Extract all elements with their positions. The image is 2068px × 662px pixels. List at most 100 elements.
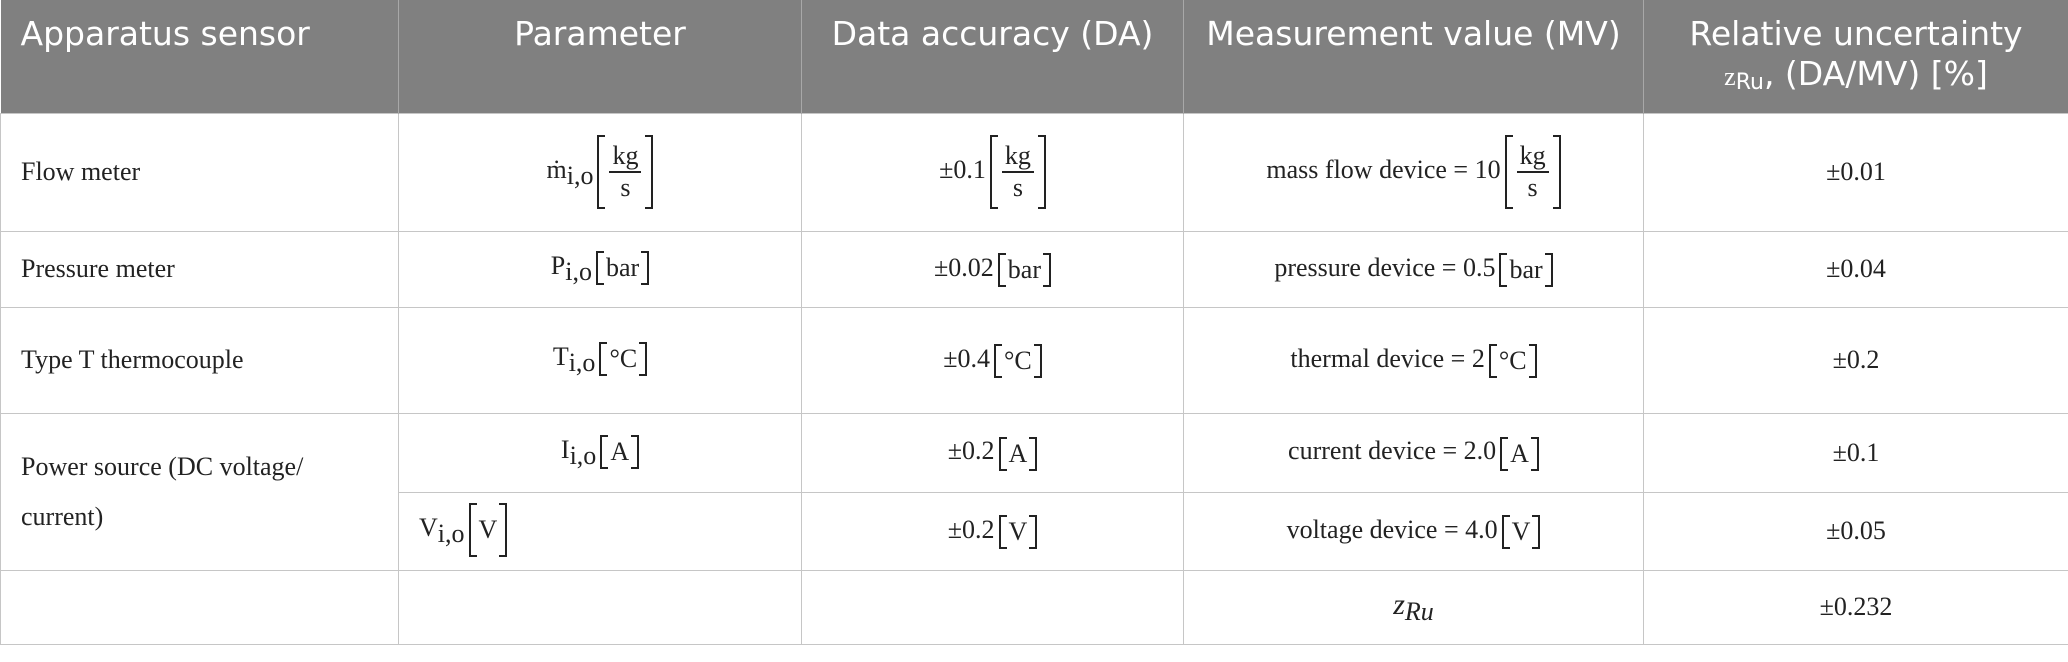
header-rest: , (DA/MV) [%] [1763, 54, 1988, 93]
subscript: i,o [437, 519, 465, 548]
header-cell: Parameter [398, 0, 802, 113]
header-formula: zRu, (DA/MV) [%] [1664, 54, 2048, 103]
header-cell: Measurement value (MV) [1183, 0, 1644, 113]
subscript: i,o [566, 160, 594, 190]
symbol: z [1724, 62, 1736, 91]
unit: °C [1498, 346, 1527, 376]
unit-bracket: bar [596, 251, 650, 286]
symbol: I [560, 434, 570, 464]
symbol: T [552, 342, 569, 371]
unit: A [1008, 438, 1028, 468]
parameter-cell: Vi,o V [398, 491, 802, 571]
measurement-value: mass flow device = 10 [1266, 154, 1501, 184]
table-row: Pressure meter Pi,o bar ±0.02 bar pressure de… [0, 230, 2068, 308]
symbol: z [1393, 587, 1405, 621]
unit: V [1511, 517, 1531, 547]
measurement-cell: mass flow device = 10 kg s [1183, 112, 1644, 232]
accuracy-cell: ±0.4 °C [801, 306, 1184, 414]
parameter-cell: Ii,o A [398, 412, 802, 493]
measurement-value: thermal device = 2 [1290, 343, 1485, 373]
sensor-cell: Pressure meter [0, 230, 399, 308]
measurement-cell: voltage device = 4.0 V [1183, 491, 1644, 571]
uncertainty-cell: ±0.1 [1643, 412, 2068, 493]
uncertainty-cell: ±0.01 [1643, 112, 2068, 232]
unit: bar [1509, 255, 1543, 285]
parameter-cell: Ti,o °C [398, 306, 802, 414]
fraction: kg s [1515, 137, 1551, 207]
table-row: Type T thermocouple Ti,o °C ±0.4 °C thermal d… [0, 306, 2068, 414]
unit: bar [606, 253, 640, 283]
symbol: P [550, 251, 566, 280]
unit-bracket: °C [599, 342, 647, 377]
unit-bracket: A [600, 434, 639, 469]
accuracy-value: ±0.2 [947, 436, 995, 466]
header-row: Apparatus sensor Parameter Data accuracy (… [0, 0, 2068, 113]
accuracy-cell: ±0.1 kg s [801, 112, 1184, 232]
unit-bracket: A [1500, 436, 1539, 471]
table-header: Apparatus sensor Parameter Data accuracy (… [0, 0, 2068, 113]
unit-bracket: kg s [989, 135, 1046, 209]
accuracy-cell: ±0.2 A [801, 412, 1184, 493]
sensor-cell: Type T thermocouple [0, 306, 399, 414]
unit-bracket: °C [1488, 344, 1537, 379]
numerator: kg [1001, 141, 1034, 173]
subscript: Ru [1404, 596, 1434, 626]
unit: V [1008, 517, 1028, 547]
subscript: i,o [569, 440, 597, 470]
subscript: i,o [568, 348, 596, 377]
unit: A [1510, 438, 1529, 468]
unit-bracket: bar [1499, 253, 1553, 288]
measurement-value: current device = 2.0 [1288, 436, 1497, 466]
numerator: kg [609, 141, 642, 173]
denominator: s [620, 173, 631, 202]
denominator: s [1012, 173, 1023, 202]
unit: A [610, 436, 630, 466]
parameter-cell: Pi,o bar [398, 230, 802, 308]
accuracy-cell: ±0.02 bar [801, 230, 1184, 308]
table-body: Flow meter ṁi,o kg s ±0.1 kg s mass flow device… [0, 112, 2068, 645]
symbol: ṁ [546, 154, 567, 184]
unit: bar [1007, 255, 1041, 285]
unit-bracket: A [998, 436, 1038, 471]
unit: °C [609, 344, 638, 374]
fraction: kg s [607, 137, 643, 207]
symbol: V [419, 513, 438, 542]
unit-bracket: °C [994, 344, 1042, 379]
table-row: Flow meter ṁi,o kg s ±0.1 kg s mass flow device… [0, 112, 2068, 232]
denominator: s [1527, 173, 1538, 202]
accuracy-value: ±0.4 [943, 343, 991, 373]
unit-bracket: kg s [597, 135, 654, 209]
parameter-cell: ṁi,o kg s [398, 112, 802, 232]
accuracy-value: ±0.1 [939, 154, 986, 184]
unit-bracket: V [1501, 515, 1541, 550]
table-row: zRu ±0.232 [0, 569, 2068, 645]
parameter-cell [398, 569, 802, 645]
measurement-value: voltage device = 4.0 [1286, 514, 1498, 544]
measurement-cell: current device = 2.0 A [1183, 412, 1644, 493]
header-cell: Data accuracy (DA) [801, 0, 1184, 113]
fraction: kg s [1000, 137, 1036, 207]
header-text: Relative uncertainty [1689, 14, 2023, 53]
sensor-cell: Flow meter [0, 112, 399, 232]
unit-bracket: V [468, 503, 508, 558]
unit: V [478, 515, 498, 545]
measurement-cell: pressure device = 0.5 bar [1183, 230, 1644, 308]
subscript: i,o [565, 257, 592, 286]
numerator: kg [1516, 141, 1549, 173]
accuracy-cell: ±0.2 V [801, 491, 1184, 571]
uncertainty-cell: ±0.05 [1643, 491, 2068, 571]
uncertainty-cell: ±0.2 [1643, 306, 2068, 414]
measurement-value: pressure device = 0.5 [1274, 252, 1496, 282]
unit-bracket: kg s [1504, 135, 1561, 209]
unit-bracket: V [998, 515, 1038, 550]
table-row: Power source (DC voltage/ current) Ii,o A ±… [0, 412, 2068, 571]
uncertainty-cell: ±0.04 [1643, 230, 2068, 308]
accuracy-value: ±0.02 [934, 252, 994, 282]
uncertainty-cell: ±0.232 [1643, 569, 2068, 645]
measurement-cell: zRu [1183, 569, 1644, 645]
sensor-cell [0, 569, 399, 645]
measurement-cell: thermal device = 2 °C [1183, 306, 1644, 414]
unit: °C [1004, 346, 1032, 376]
